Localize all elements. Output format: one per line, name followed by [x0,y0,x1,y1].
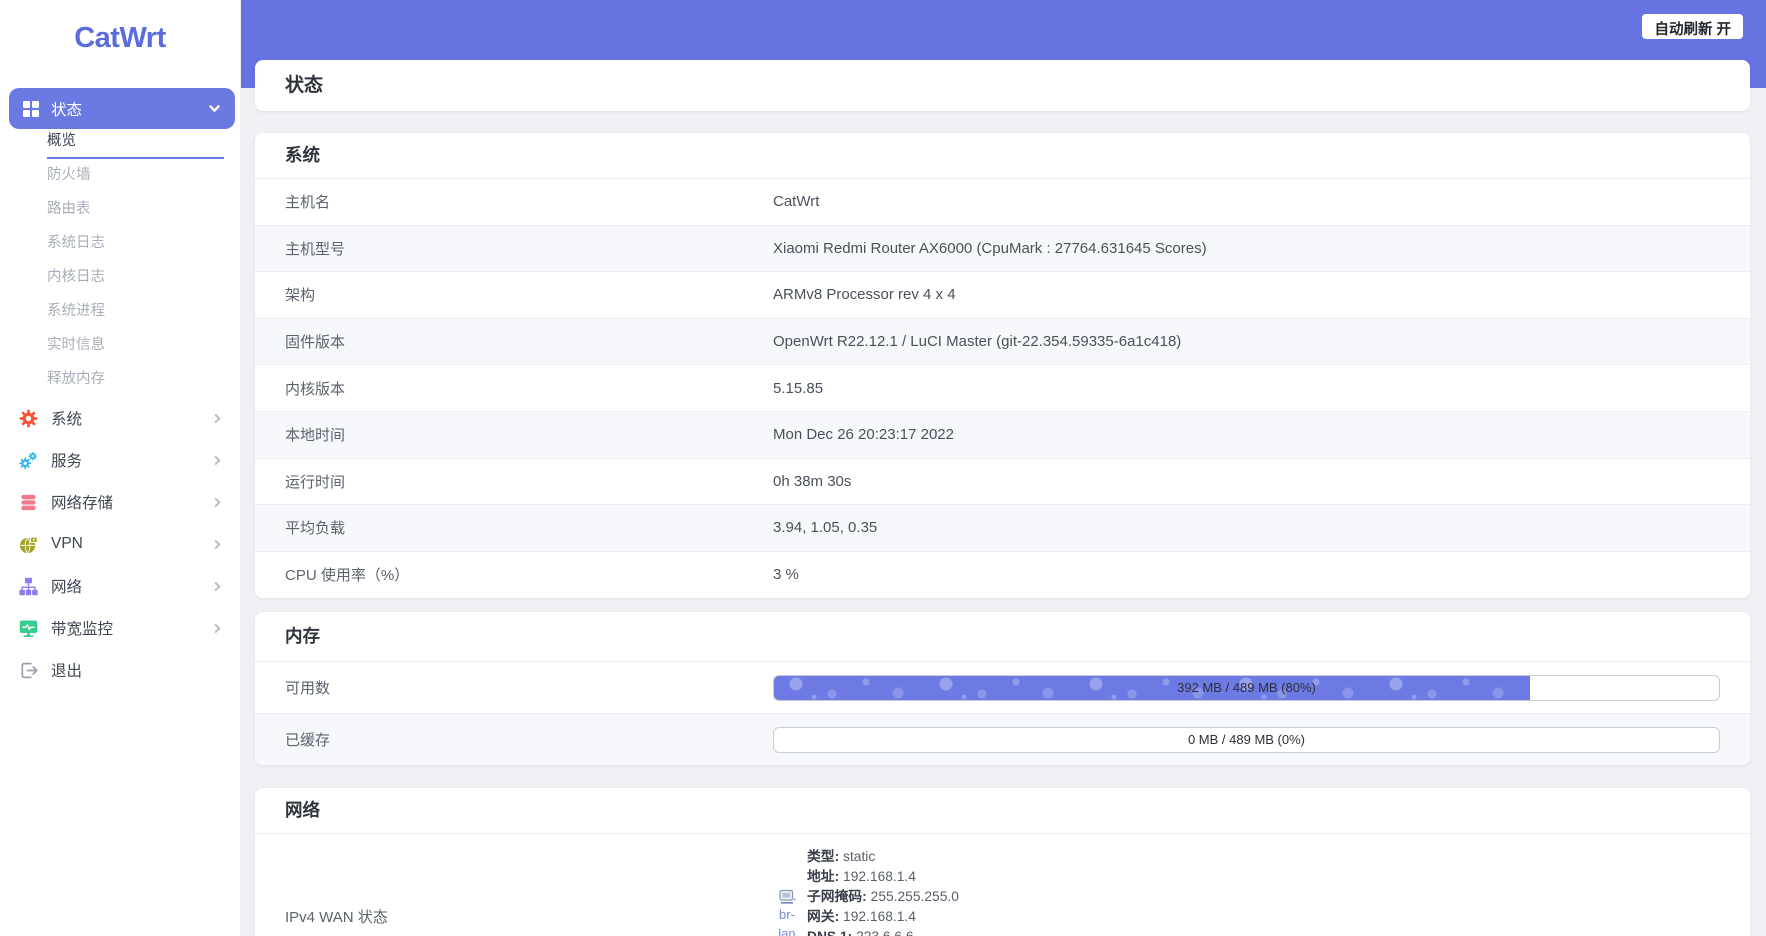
table-row: 架构 ARMv8 Processor rev 4 x 4 [255,271,1750,318]
sidebar-item-vpn[interactable]: VPN [0,523,240,565]
table-row: 已缓存 0 MB / 489 MB (0%) [255,713,1750,765]
table-row: 固件版本 OpenWrt R22.12.1 / LuCI Master (git… [255,317,1750,365]
memory-section: 内存 可用数 392 MB / 489 MB (80%) 已缓存 0 MB / … [255,612,1750,765]
system-section: 系统 主机名 CatWrt 主机型号 Xiaomi Redmi Router A… [255,133,1750,598]
app-logo[interactable]: CatWrt [74,22,166,54]
gear-icon [19,408,38,428]
memory-section-title: 内存 [285,626,320,646]
table-row: CPU 使用率（%） 3 % [255,550,1750,598]
interface-name: lan [778,926,796,936]
sidebar-item-processes[interactable]: 系统进程 [47,303,105,319]
auto-refresh-toggle[interactable]: 自动刷新 开 [1642,14,1743,39]
system-table: 主机名 CatWrt 主机型号 Xiaomi Redmi Router AX60… [255,178,1750,597]
interface-badge: br- lan [773,834,801,936]
sidebar: CatWrt 状态 概览 防火墙 路由表 系统日志 内核日志 系统进程 实时信息… [0,0,240,936]
page-title: 状态 [285,75,324,96]
monitor-icon [19,620,38,637]
table-row: 本地时间 Mon Dec 26 20:23:17 2022 [255,410,1750,458]
wan-detail: 网关: 192.168.1.4 [807,909,916,924]
table-row: 主机名 CatWrt [255,178,1750,225]
wan-status-value: br- lan 类型: static 地址: 192.168.1.4 子网掩码:… [773,834,959,936]
sidebar-menu: 系统 [0,397,240,691]
wan-status-label: IPv4 WAN 状态 [285,909,388,926]
sidebar-item-bandwidth-monitor[interactable]: 带宽监控 [0,607,240,649]
chevron-right-icon [212,623,223,634]
page-title-card: 状态 [255,60,1750,111]
sidebar-item-system-log[interactable]: 系统日志 [47,235,105,251]
status-submenu: 概览 防火墙 路由表 系统日志 内核日志 系统进程 实时信息 释放内存 [0,125,240,397]
wan-details: 类型: static 地址: 192.168.1.4 子网掩码: 255.255… [807,834,959,936]
sidebar-item-logout[interactable]: 退出 [0,649,240,691]
chevron-right-icon [212,539,223,550]
wan-detail: DNS 1: 223.6.6.6 [807,927,959,936]
progress-text: 392 MB / 489 MB (80%) [1177,680,1316,695]
chevron-down-icon [208,102,221,115]
ethernet-icon [778,889,796,904]
table-row: 内核版本 5.15.85 [255,364,1750,411]
wan-detail: 类型: static [807,849,876,864]
memory-table: 可用数 392 MB / 489 MB (80%) 已缓存 0 MB / 489… [255,661,1750,765]
sidebar-item-services[interactable]: 服务 [0,439,240,481]
sidebar-item-free-memory[interactable]: 释放内存 [47,371,105,387]
chevron-right-icon [212,413,223,424]
wan-detail: 子网掩码: 255.255.255.0 [807,889,959,904]
progress-fill [774,675,1530,700]
sitemap-icon [19,577,38,595]
table-row: 平均负载 3.94, 1.05, 0.35 [255,504,1750,551]
gears-icon [19,451,38,469]
chevron-right-icon [212,581,223,592]
system-section-title: 系统 [285,145,320,165]
sidebar-item-routes[interactable]: 路由表 [47,201,91,217]
chevron-right-icon [212,455,223,466]
interface-name: br- [779,907,795,922]
table-row: IPv4 WAN 状态 br- lan 类型: static 地址: 192.1… [255,833,1750,936]
globe-lock-icon [19,536,38,553]
network-section: 网络 IPv4 WAN 状态 br- lan 类型: static 地址: 19… [255,788,1750,936]
table-row: 主机型号 Xiaomi Redmi Router AX6000 (CpuMark… [255,224,1750,272]
database-icon [21,494,36,510]
chevron-right-icon [212,497,223,508]
sidebar-group-status[interactable]: 状态 [9,88,235,129]
table-row: 可用数 392 MB / 489 MB (80%) [255,661,1750,713]
table-row: 运行时间 0h 38m 30s [255,457,1750,505]
memory-available-bar: 392 MB / 489 MB (80%) [773,674,1720,701]
sidebar-item-realtime-info[interactable]: 实时信息 [47,337,105,353]
sidebar-item-firewall[interactable]: 防火墙 [47,167,91,183]
wan-detail: 地址: 192.168.1.4 [807,869,916,884]
memory-cached-bar: 0 MB / 489 MB (0%) [773,726,1720,753]
sidebar-item-system[interactable]: 系统 [0,397,240,439]
progress-text: 0 MB / 489 MB (0%) [1187,732,1306,747]
sidebar-item-overview[interactable]: 概览 [47,125,224,159]
sidebar-item-network-storage[interactable]: 网络存储 [0,481,240,523]
network-section-title: 网络 [285,800,320,820]
sidebar-group-label: 状态 [51,101,83,119]
sidebar-item-network[interactable]: 网络 [0,565,240,607]
sidebar-item-kernel-log[interactable]: 内核日志 [47,269,105,285]
dashboard-icon [23,100,39,117]
logout-icon [21,662,38,678]
